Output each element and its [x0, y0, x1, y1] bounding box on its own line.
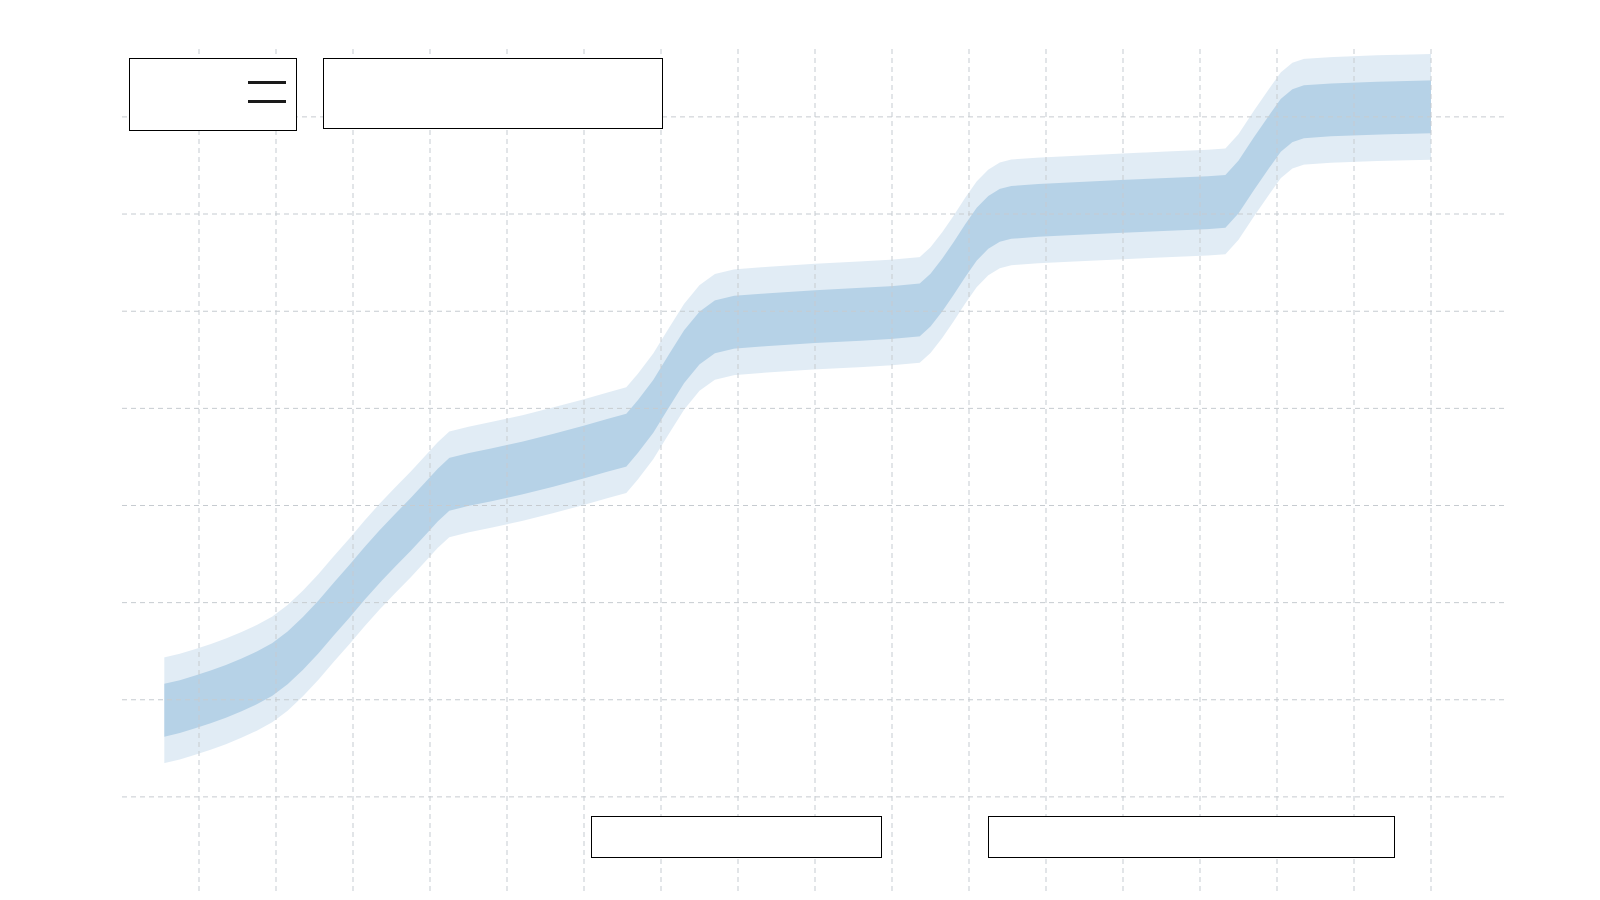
predicted-price-box [591, 816, 882, 858]
model-line-sample [248, 81, 286, 84]
legend [129, 58, 297, 131]
band-1sigma [164, 80, 1431, 737]
credits-box [323, 58, 663, 129]
legend-item-stock-to-flow [130, 73, 296, 92]
gridlines [122, 49, 1508, 892]
legend-item-daily-usd [130, 92, 296, 111]
plot-series [164, 54, 1431, 764]
model-stats-box [988, 816, 1395, 858]
price-line-sample [248, 100, 286, 103]
